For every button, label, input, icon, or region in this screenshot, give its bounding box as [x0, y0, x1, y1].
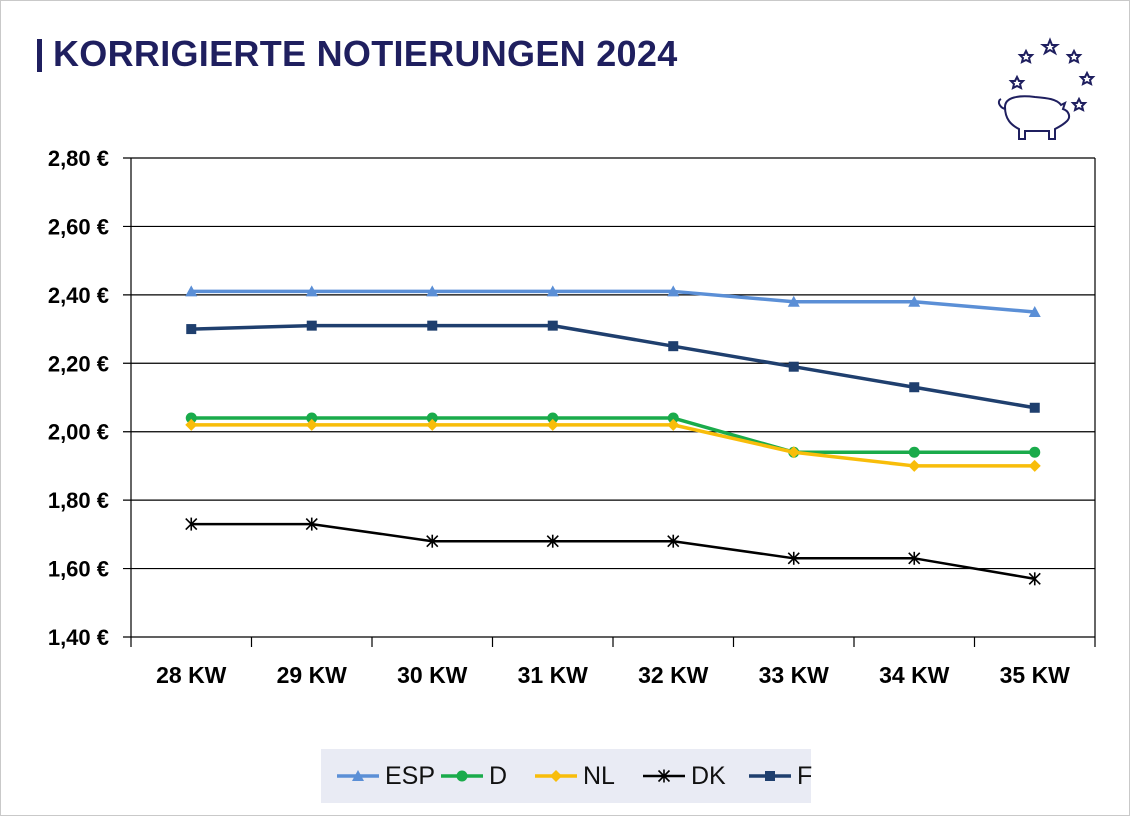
y-tick-label: 2,60 € [48, 214, 109, 239]
data-point-nl [1028, 459, 1041, 472]
y-tick-label: 1,80 € [48, 488, 109, 513]
y-tick-label: 1,60 € [48, 557, 109, 582]
data-point-f [547, 320, 558, 331]
data-point-d [426, 412, 438, 424]
star-icon [1065, 48, 1083, 64]
data-point-nl [667, 418, 680, 431]
data-point-dk [305, 517, 318, 531]
data-point-dk [787, 551, 800, 565]
legend-marker-dk [657, 769, 671, 783]
legend: ESP D NL DK F [321, 749, 812, 803]
data-point-d [1029, 446, 1041, 458]
series-line-d [191, 416, 1035, 454]
data-point-nl [908, 459, 921, 472]
x-tick-label: 30 KW [397, 662, 468, 688]
y-tick-label: 2,20 € [48, 351, 109, 376]
data-point-d [667, 412, 679, 424]
star-icon [1040, 37, 1060, 56]
x-tick-label: 32 KW [638, 662, 709, 688]
title-accent-bar [37, 39, 42, 72]
data-point-esp [185, 285, 198, 297]
legend-swatch-dk [643, 769, 685, 783]
data-point-dk [908, 551, 921, 565]
data-point-nl [426, 418, 439, 431]
legend-marker-f [765, 771, 775, 781]
data-point-f [909, 382, 920, 393]
y-tick-label: 2,00 € [48, 420, 109, 445]
legend-item-f: F [747, 749, 812, 803]
legend-swatch-nl [535, 770, 577, 782]
y-tick-label: 2,40 € [48, 283, 109, 308]
x-tick-label: 29 KW [277, 662, 348, 688]
legend-item-dk: DK [641, 749, 726, 803]
legend-item-nl: NL [533, 749, 615, 803]
pig-icon [997, 95, 1071, 140]
data-point-dk [546, 534, 559, 548]
x-tick-label: 28 KW [156, 662, 227, 688]
x-tick-label: 31 KW [518, 662, 589, 688]
x-tick-label: 34 KW [879, 662, 950, 688]
data-point-esp [667, 285, 680, 297]
star-icon [1008, 74, 1026, 90]
pig-with-stars-icon [997, 37, 1096, 140]
data-point-d [547, 412, 559, 424]
legend-label: F [797, 761, 813, 790]
data-point-d [908, 446, 920, 458]
x-tick-label: 35 KW [1000, 662, 1071, 688]
legend-marker-esp [352, 770, 364, 781]
line-chart: 1,40 € 1,60 € 1,80 € 2,00 € 2,20 € 2,40 € 2,60… [48, 146, 1096, 688]
data-point-nl [185, 418, 198, 431]
data-point-d [306, 412, 318, 424]
legend-swatch-d [441, 770, 483, 782]
series-line-esp [191, 289, 1035, 314]
legend-swatch-esp [337, 770, 379, 781]
data-point-nl [787, 446, 800, 459]
chart-title: KORRIGIERTE NOTIERUNGEN 2024 [53, 33, 678, 74]
data-point-d [185, 412, 197, 424]
legend-label: DK [691, 761, 726, 790]
legend-label: NL [583, 761, 615, 790]
legend-item-esp: ESP [335, 749, 435, 803]
data-point-f [1029, 402, 1040, 413]
y-tick-label: 2,80 € [48, 146, 109, 171]
data-point-dk [667, 534, 680, 548]
y-tick-label: 1,40 € [48, 625, 109, 650]
data-point-nl [305, 418, 318, 431]
series-line-nl [191, 423, 1035, 468]
x-tick-label: 33 KW [759, 662, 830, 688]
data-point-esp [305, 285, 318, 297]
data-point-f [186, 324, 197, 335]
legend-label: D [489, 761, 508, 790]
data-point-dk [426, 534, 439, 548]
data-point-nl [546, 418, 559, 431]
data-point-esp [546, 285, 559, 297]
series-line-f [191, 323, 1036, 410]
data-point-dk [1028, 572, 1041, 586]
legend-label: ESP [385, 761, 436, 790]
star-icon [1078, 70, 1096, 86]
data-point-f [306, 320, 317, 331]
star-icon [1017, 48, 1035, 64]
data-point-f [788, 361, 799, 372]
data-point-esp [787, 295, 800, 307]
star-icon [1070, 96, 1088, 112]
data-point-esp [908, 295, 921, 307]
data-point-esp [426, 285, 439, 297]
legend-marker-nl [550, 770, 562, 782]
series-line-dk [191, 522, 1035, 581]
data-point-dk [185, 517, 198, 531]
data-point-f [427, 320, 438, 331]
legend-swatch-f [749, 771, 791, 781]
legend-item-d: D [439, 749, 507, 803]
legend-marker-d [456, 770, 468, 782]
data-point-f [668, 341, 679, 352]
data-point-esp [1028, 305, 1041, 317]
